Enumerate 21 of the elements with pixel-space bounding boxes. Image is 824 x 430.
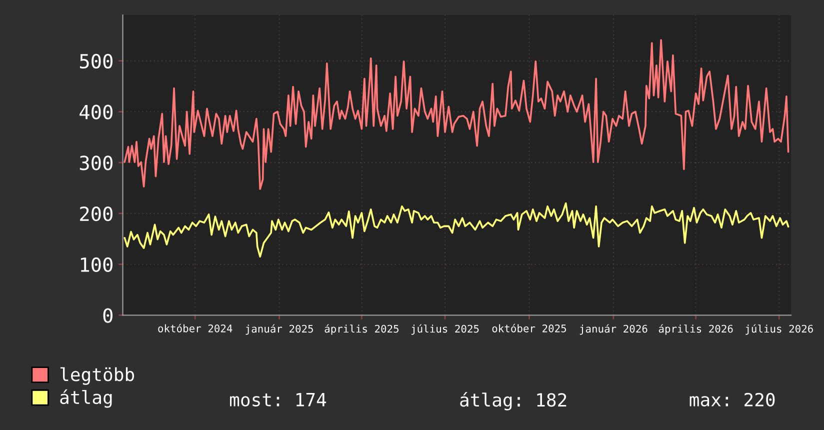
text: most: 174 xyxy=(230,393,326,406)
text: átlag: 182 xyxy=(460,392,566,410)
y-tick-label: 500 xyxy=(80,54,112,69)
y-tick-label: 400 xyxy=(80,104,112,120)
x-tick-label: április 2025 xyxy=(324,324,398,335)
y-tick-label: 100 xyxy=(80,257,112,272)
legend-label: átlag xyxy=(60,389,112,408)
line-series xyxy=(124,202,790,258)
x-tick-label: október 2025 xyxy=(492,324,566,332)
x-tick-label: április 2026 xyxy=(658,324,733,335)
y-tick-label: 300 xyxy=(80,156,112,170)
y-tick-label: 0 xyxy=(103,308,112,323)
x-tick-label: október 2024 xyxy=(158,324,232,332)
line-series xyxy=(124,39,790,190)
y-tick-label: 200 xyxy=(80,206,112,222)
x-tick-label: július 2026 xyxy=(746,324,813,335)
x-tick-label: július 2025 xyxy=(411,324,479,335)
legend-label: legtöbb xyxy=(60,367,134,385)
x-tick-label: január 2025 xyxy=(246,324,313,335)
x-tick-label: január 2026 xyxy=(580,324,648,335)
text: max: 220 xyxy=(690,392,775,406)
